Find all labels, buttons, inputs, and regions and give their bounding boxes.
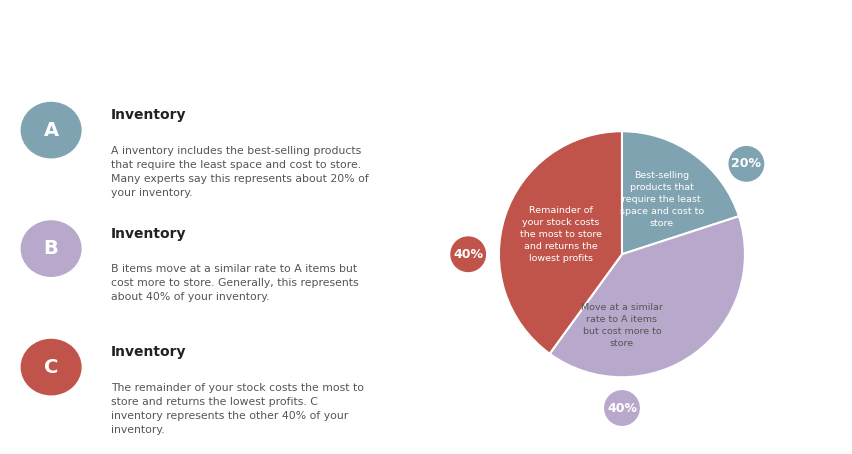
Text: A inventory includes the best-selling products
that require the least space and : A inventory includes the best-selling pr… [111,146,369,198]
Wedge shape [550,216,745,377]
Circle shape [729,147,763,181]
Text: 20%: 20% [731,158,762,170]
Text: Best-selling
products that
require the least
space and cost to
store: Best-selling products that require the l… [619,171,704,228]
Circle shape [21,221,81,276]
Text: ABC  Analysis: ABC Analysis [19,22,178,43]
Wedge shape [499,131,622,354]
Text: 40%: 40% [607,401,637,415]
Circle shape [21,340,81,395]
Text: Inventory: Inventory [111,345,187,359]
Text: Move at a similar
rate to A items
but cost more to
store: Move at a similar rate to A items but co… [581,303,663,348]
Circle shape [605,391,639,425]
Text: Remainder of
your stock costs
the most to store
and returns the
lowest profits: Remainder of your stock costs the most t… [520,206,602,263]
Text: B: B [43,239,59,258]
Circle shape [451,237,486,271]
Text: The remainder of your stock costs the most to
store and returns the lowest profi: The remainder of your stock costs the mo… [111,383,364,435]
Text: B items move at a similar rate to A items but
cost more to store. Generally, thi: B items move at a similar rate to A item… [111,264,359,302]
Text: C: C [44,358,58,377]
Text: A: A [43,121,59,140]
Circle shape [21,103,81,158]
Text: Inventory: Inventory [111,227,187,241]
Text: 40%: 40% [453,248,483,261]
Text: Inventory: Inventory [111,108,187,122]
Wedge shape [622,131,739,254]
